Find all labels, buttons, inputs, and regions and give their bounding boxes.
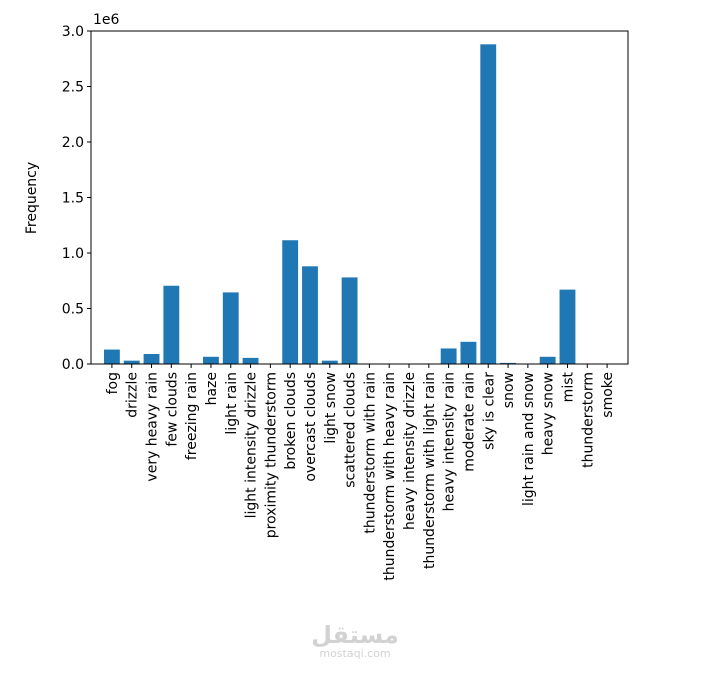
x-tick-label: thunderstorm with light rain xyxy=(422,372,438,569)
y-scale-label: 1e6 xyxy=(93,12,120,28)
x-tick-label: scattered clouds xyxy=(343,372,359,488)
x-tick-label: light intensity drizzle xyxy=(244,372,260,518)
x-tick-label: heavy intensity drizzle xyxy=(402,372,418,530)
x-tick-label: snow xyxy=(501,372,517,408)
x-tick-label: heavy intensity rain xyxy=(442,372,458,511)
bar xyxy=(460,341,477,364)
x-tick-label: smoke xyxy=(600,372,616,418)
bar xyxy=(440,348,457,364)
x-tick-label: few clouds xyxy=(164,372,180,447)
bar xyxy=(500,362,516,364)
bars-group xyxy=(103,44,616,364)
y-tick-label: 1.0 xyxy=(62,246,84,262)
x-tick-label: thunderstorm with heavy rain xyxy=(382,372,398,581)
y-axis-label: Frequency xyxy=(24,162,40,234)
y-tick-label: 0.5 xyxy=(62,302,84,318)
x-tick-label: thunderstorm xyxy=(580,372,596,468)
bar xyxy=(302,266,318,364)
bar xyxy=(539,356,556,364)
x-tick-label: light snow xyxy=(323,372,339,444)
x-tick-label: moderate rain xyxy=(461,372,477,472)
x-tick-label: freezing rain xyxy=(184,372,200,460)
watermark-logo: مستقل xyxy=(311,621,399,649)
bar xyxy=(103,349,120,364)
x-tick-label: mist xyxy=(560,371,576,402)
x-tick-label: overcast clouds xyxy=(303,372,319,482)
bar xyxy=(143,354,160,364)
x-tick-label: proximity thunderstorm xyxy=(263,372,279,538)
x-tick-label: light rain and snow xyxy=(521,372,537,506)
watermark: مستقل mostaqi.com xyxy=(300,622,410,660)
x-tick-label: thunderstorm with rain xyxy=(362,372,378,534)
y-tick-label: 3.0 xyxy=(62,24,84,40)
watermark-text: mostaqi.com xyxy=(319,647,391,660)
x-tick-label: haze xyxy=(204,372,220,405)
bar xyxy=(282,240,299,364)
x-tick-label: sky is clear xyxy=(481,372,497,450)
y-tick-label: 2.0 xyxy=(62,135,84,151)
bar xyxy=(222,292,239,364)
bar xyxy=(321,360,338,364)
bar xyxy=(559,289,576,364)
bar xyxy=(203,356,219,364)
x-tick-label: fog xyxy=(105,372,121,394)
bar xyxy=(480,44,497,364)
bar xyxy=(341,277,358,364)
y-axis: 0.0 0.5 1.0 1.5 2.0 2.5 3.0 xyxy=(62,24,91,373)
bar xyxy=(242,357,259,364)
bar xyxy=(123,360,140,364)
y-tick-label: 1.5 xyxy=(62,191,84,207)
x-tick-label: broken clouds xyxy=(283,372,299,470)
x-tick-label: light rain xyxy=(224,372,240,435)
y-tick-label: 0.0 xyxy=(62,357,84,373)
bar xyxy=(163,285,180,364)
x-tick-label: heavy snow xyxy=(541,372,557,455)
y-tick-label: 2.5 xyxy=(62,80,84,96)
x-tick-label: very heavy rain xyxy=(145,372,161,482)
x-tick-label: drizzle xyxy=(125,372,141,418)
x-axis: fog drizzle very heavy rain few clouds freez… xyxy=(105,364,616,581)
plot-frame xyxy=(90,30,629,365)
